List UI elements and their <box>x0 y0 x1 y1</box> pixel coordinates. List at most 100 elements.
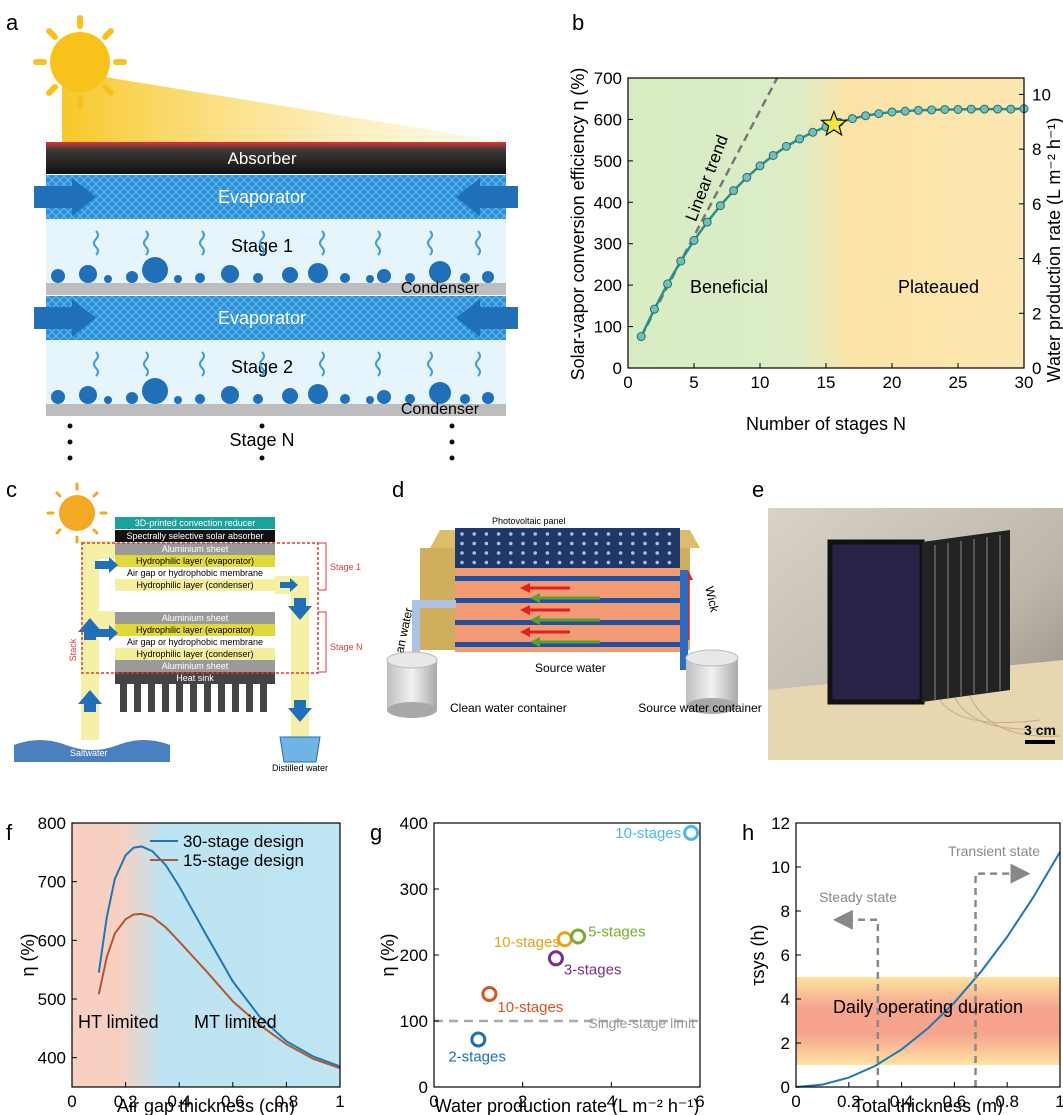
pv-cell-dot <box>533 560 537 565</box>
pv-cell-dot <box>643 532 647 536</box>
data-point <box>755 161 765 171</box>
pv-cell-dot <box>460 560 464 565</box>
vapor-wave <box>319 230 325 256</box>
c-stageN-label: Stage N <box>330 642 363 652</box>
y-tick-label: 400 <box>400 814 428 833</box>
scatter-point-label: 5-stages <box>588 924 646 941</box>
data-point <box>689 235 699 245</box>
pv-cell-dot <box>631 560 635 565</box>
inflow-arrow-right-icon <box>456 299 518 337</box>
x-tick-label: 0 <box>791 1092 800 1111</box>
series-line <box>97 845 341 1068</box>
pv-cell-dot <box>557 560 562 565</box>
c-saltwater-label: Saltwater <box>70 748 108 758</box>
c-convection-reducer: 3D-printed convection reducer <box>135 518 256 528</box>
pv-cell-dot <box>545 532 550 536</box>
droplet <box>308 263 328 283</box>
vapor-wave <box>93 351 99 377</box>
panel-label-a: a <box>6 10 19 35</box>
continuation-dots <box>67 423 455 461</box>
y2-tick-label: 10 <box>1032 85 1051 104</box>
vapor-wave <box>475 230 481 256</box>
pv-cell-dot <box>618 551 623 555</box>
c-airgap-2: Air gap or hydrophobic membrane <box>127 637 263 647</box>
g-xlabel: Water production rate (L m⁻² h⁻¹) <box>435 1096 700 1115</box>
pv-cell-dot <box>570 560 574 565</box>
pv-cell-dot <box>582 551 586 555</box>
x-tick-label: 0 <box>67 1092 76 1111</box>
data-point <box>887 107 897 117</box>
scatter-point-label: 3-stages <box>564 961 622 978</box>
y-tick-label: 200 <box>594 276 622 295</box>
panel-labels: a b c d e f g h <box>6 10 764 845</box>
scatter-point-label: 10-stages <box>494 934 560 951</box>
vapor-wave <box>375 351 381 377</box>
pv-cell-dot <box>667 541 672 546</box>
b-region-beneficial: Beneficial <box>690 277 768 297</box>
sun-icon <box>46 482 108 544</box>
pv-cell-dot <box>545 560 550 565</box>
data-point <box>808 127 818 137</box>
f-legend-15: 15-stage design <box>183 851 304 870</box>
droplet <box>429 261 451 283</box>
y-tick-label: 600 <box>594 110 622 129</box>
f-legend-30: 30-stage design <box>183 832 304 851</box>
b-y2label: Water production rate (L m⁻² h⁻¹) <box>1044 118 1063 383</box>
droplet <box>195 273 205 283</box>
y-tick-label: 500 <box>38 990 66 1009</box>
scatter-point-label: 10-stages <box>497 999 563 1016</box>
transient-state-arrow <box>974 863 1031 1087</box>
c-condenser-1: Hydrophilic layer (condenser) <box>136 580 253 590</box>
panel-label-d: d <box>392 477 404 502</box>
droplet <box>429 382 451 404</box>
droplet <box>405 394 415 404</box>
g-ylabel: η (%) <box>378 933 398 976</box>
data-point <box>900 106 910 116</box>
x-tick-label: 0.4 <box>167 1092 191 1111</box>
droplet <box>377 269 391 283</box>
pv-cell-dot <box>545 541 550 546</box>
c-stack-label: Stack <box>68 638 78 661</box>
x-tick-label: 0 <box>623 373 632 392</box>
vapor-wave <box>427 351 433 377</box>
data-point <box>742 172 752 182</box>
c-aluminium-2: Aluminium sheet <box>162 613 229 623</box>
y-tick-label: 12 <box>771 814 790 833</box>
data-point <box>913 105 923 115</box>
c-condenser-2: Hydrophilic layer (condenser) <box>136 649 253 659</box>
pv-cell-dot <box>509 541 513 546</box>
f-ylabel: η (%) <box>18 933 38 976</box>
pv-cell-dot <box>618 541 623 546</box>
x-tick-label: 20 <box>883 373 902 392</box>
sun-icon <box>33 15 127 109</box>
pv-cell-dot <box>594 541 598 546</box>
vapor-wave <box>199 351 205 377</box>
x-tick-label: 2 <box>518 1092 527 1111</box>
pv-cell-dot <box>460 532 464 536</box>
clean-container-icon <box>386 651 438 718</box>
data-point <box>1006 104 1016 114</box>
h-transient-label: Transient state <box>948 843 1040 859</box>
f-legend: 30-stage design 15-stage design <box>150 832 304 870</box>
pv-cell-dot <box>655 541 659 546</box>
d-source-water-label: Source water <box>535 661 606 675</box>
inflow-arrow-left-icon <box>34 178 96 216</box>
sun-ray <box>62 70 505 142</box>
pv-cell-dot <box>545 551 550 555</box>
droplet <box>104 396 112 404</box>
y-tick-label: 700 <box>38 873 66 892</box>
data-point <box>861 111 871 121</box>
droplet <box>460 273 470 283</box>
vapor-wave <box>319 351 325 377</box>
pv-cell-dot <box>533 551 537 555</box>
x-tick-label: 0.2 <box>114 1092 138 1111</box>
pv-cell-dot <box>631 541 635 546</box>
y-tick-label: 200 <box>400 946 428 965</box>
scatter-point-label: 10-stages <box>615 825 681 842</box>
data-point <box>953 104 963 114</box>
condensate-droplets-2 <box>51 351 494 404</box>
y-tick-label: 500 <box>594 152 622 171</box>
x-tick-label: 25 <box>949 373 968 392</box>
pv-cell-dot <box>521 541 525 546</box>
data-point <box>847 114 857 124</box>
